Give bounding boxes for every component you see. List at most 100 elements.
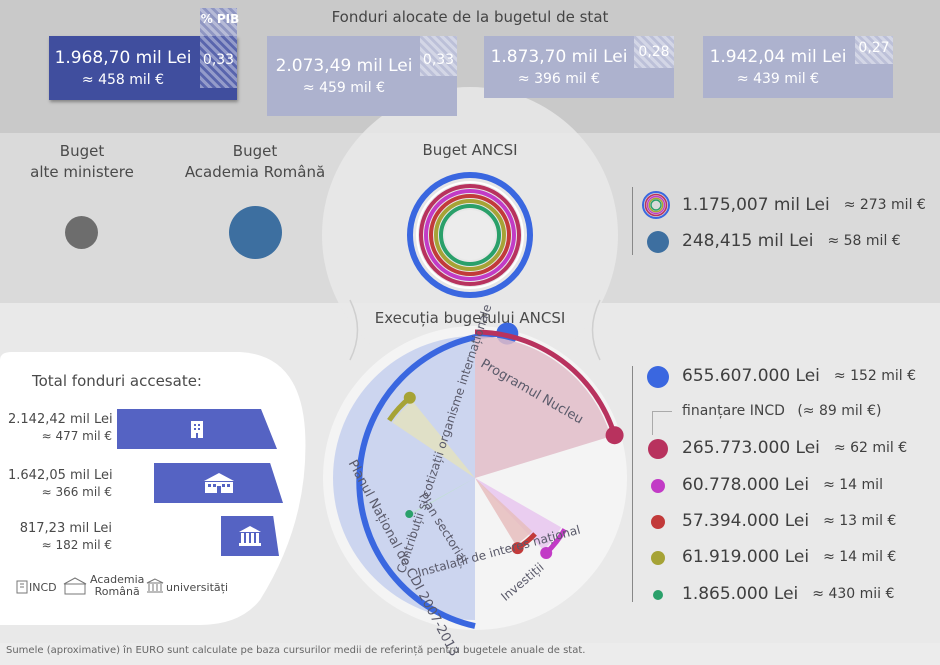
accessed-academy-bar: [154, 463, 283, 503]
execution-legend-value-1: 655.607.000 Lei: [682, 366, 820, 386]
execution-legend-eur-1: ≈ 152 mil €: [833, 368, 917, 384]
accessed-university-bar: [221, 516, 279, 556]
ancsi-rings-icon: [407, 172, 533, 298]
execution-legend-eur-4: ≈ 13 mil €: [823, 513, 897, 529]
budget-other-ministries-label: Buget alte ministere: [30, 142, 134, 181]
academy-building-icon: [203, 473, 234, 493]
academy-legend-dot: [647, 231, 669, 253]
pib-value-2: 0,33: [422, 52, 455, 68]
incd-legend-label: INCD: [29, 581, 57, 594]
academy-legend-icon: [63, 577, 87, 595]
execution-legend-row-2: 265.773.000 Lei ≈ 62 mil €: [682, 438, 907, 458]
execution-legend-dot-3: [651, 479, 665, 493]
execution-legend-value-3: 60.778.000 Lei: [682, 475, 810, 495]
incd-note: finanțare INCD (≈ 89 mil €): [682, 403, 882, 419]
incd-bracket: [652, 411, 653, 435]
accessed-incd-lei: 2.142,42 mil Lei: [8, 412, 113, 427]
year-4-lei: 1.942,04 mil Lei: [709, 47, 847, 67]
rings-icon: [642, 191, 670, 219]
execution-legend-row-4: 57.394.000 Lei ≈ 13 mil €: [682, 511, 896, 531]
pnd-arc: [356, 330, 508, 629]
year-1-eur: ≈ 458 mil €: [81, 72, 165, 88]
academy-legend-label: Academia Română: [90, 573, 145, 598]
page-title: Fonduri alocate de la bugetul de stat: [331, 8, 609, 26]
slice-arc-2: [474, 329, 617, 436]
accessed-university-eur: ≈ 182 mil €: [41, 538, 112, 552]
budget-legend-ancsi: 1.175,007 mil Lei ≈ 273 mil €: [682, 195, 926, 215]
incd-bracket-top: [652, 411, 672, 412]
year-4-eur: ≈ 439 mil €: [736, 71, 820, 87]
incd-note-eur: (≈ 89 mil €): [797, 403, 882, 419]
university-legend-icon: [146, 578, 164, 593]
footer-note: Sumele (aproximative) în EURO sunt calcu…: [6, 645, 586, 656]
budget-legend-ancsi-eur: ≈ 273 mil €: [843, 197, 926, 213]
year-box-2[interactable]: 2.073,49 mil Lei ≈ 459 mil €: [267, 36, 457, 116]
budget-legend-academy: 248,415 mil Lei ≈ 58 mil €: [682, 231, 901, 251]
year-3-lei: 1.873,70 mil Lei: [490, 47, 628, 67]
execution-legend-dot-6: [653, 590, 663, 600]
slice-3: [475, 478, 562, 551]
incd-building-icon: [191, 421, 203, 438]
accessed-academy-lei: 1.642,05 mil Lei: [8, 468, 113, 483]
accessed-title: Total fonduri accesate:: [32, 372, 202, 390]
execution-legend-value-6: 1.865.000 Lei: [682, 584, 799, 604]
pib-header-box: [200, 8, 237, 36]
pib-value-1: 0,33: [202, 52, 235, 68]
execution-legend-value-4: 57.394.000 Lei: [682, 511, 810, 531]
budget-academy-label: Buget Academia Română: [184, 142, 326, 181]
slice-5: [392, 400, 475, 478]
budget-legend-divider: [632, 187, 633, 255]
execution-legend-eur-2: ≈ 62 mil €: [833, 440, 908, 456]
pib-value-4: 0,27: [858, 40, 890, 56]
accessed-incd-text: 2.142,42 mil Lei ≈ 477 mil €: [8, 412, 113, 444]
pib-value-3: 0,28: [638, 44, 670, 60]
execution-legend-dot-5: [651, 551, 665, 565]
execution-legend-dot-2: [648, 439, 668, 459]
accessed-academy-eur: ≈ 366 mil €: [41, 485, 112, 499]
other-ministries-dot: [65, 216, 98, 249]
execution-legend-dot-4: [651, 515, 665, 529]
execution-legend-row-5: 61.919.000 Lei ≈ 14 mil €: [682, 547, 896, 567]
year-2-eur: ≈ 459 mil €: [302, 80, 386, 96]
pib-box-3: [634, 36, 674, 68]
execution-title: Execuția bugetului ANCSI: [374, 309, 566, 327]
pib-box-1: [200, 36, 237, 88]
execution-legend-eur-5: ≈ 14 mil €: [823, 549, 897, 565]
accessed-university-text: 817,23 mil Lei ≈ 182 mil €: [8, 521, 112, 553]
slice-2: [475, 336, 611, 478]
pib-label: % PIB: [200, 12, 240, 26]
incd-note-label: finanțare INCD: [682, 403, 785, 419]
accessed-incd-bar: [117, 409, 277, 449]
execution-legend-eur-6: ≈ 430 mii €: [812, 586, 895, 602]
execution-legend-row-6: 1.865.000 Lei ≈ 430 mii €: [682, 584, 894, 604]
pib-box-4: [855, 36, 893, 64]
slice-handle-6: [405, 510, 414, 519]
execution-legend-row-1: 655.607.000 Lei ≈ 152 mil €: [682, 366, 916, 386]
accessed-university-lei: 817,23 mil Lei: [19, 521, 112, 536]
slice-handle-5: [403, 391, 416, 404]
year-1-lei: 1.968,70 mil Lei: [54, 48, 192, 68]
execution-legend-value-2: 265.773.000 Lei: [682, 438, 820, 458]
slice-6: [412, 478, 475, 514]
execution-legend-eur-3: ≈ 14 mil: [823, 477, 883, 493]
execution-legend-row-3: 60.778.000 Lei ≈ 14 mil: [682, 475, 883, 495]
budget-legend-academy-eur: ≈ 58 mil €: [827, 233, 901, 249]
execution-legend-dot-1: [647, 366, 669, 388]
slice-4: [475, 478, 533, 545]
university-building-icon: [239, 526, 261, 546]
execution-legend-divider: [632, 366, 633, 602]
pib-box-2: [420, 36, 457, 76]
year-3-eur: ≈ 396 mil €: [517, 71, 601, 87]
budget-legend-academy-value: 248,415 mil Lei: [682, 231, 814, 251]
accessed-academy-text: 1.642,05 mil Lei ≈ 366 mil €: [8, 468, 113, 500]
budget-legend-ancsi-value: 1.175,007 mil Lei: [682, 195, 830, 215]
slice-handle-3: [540, 546, 553, 559]
slice-handle-2: [605, 426, 624, 445]
pnd-slice: [333, 336, 475, 620]
incd-legend-icon: [16, 580, 28, 594]
accessed-incd-eur: ≈ 477 mil €: [41, 429, 112, 443]
slice-label-4: Investiții: [498, 560, 546, 604]
slice-handle-4: [511, 542, 524, 555]
budget-ancsi-label: Buget ANCSI: [422, 141, 518, 159]
